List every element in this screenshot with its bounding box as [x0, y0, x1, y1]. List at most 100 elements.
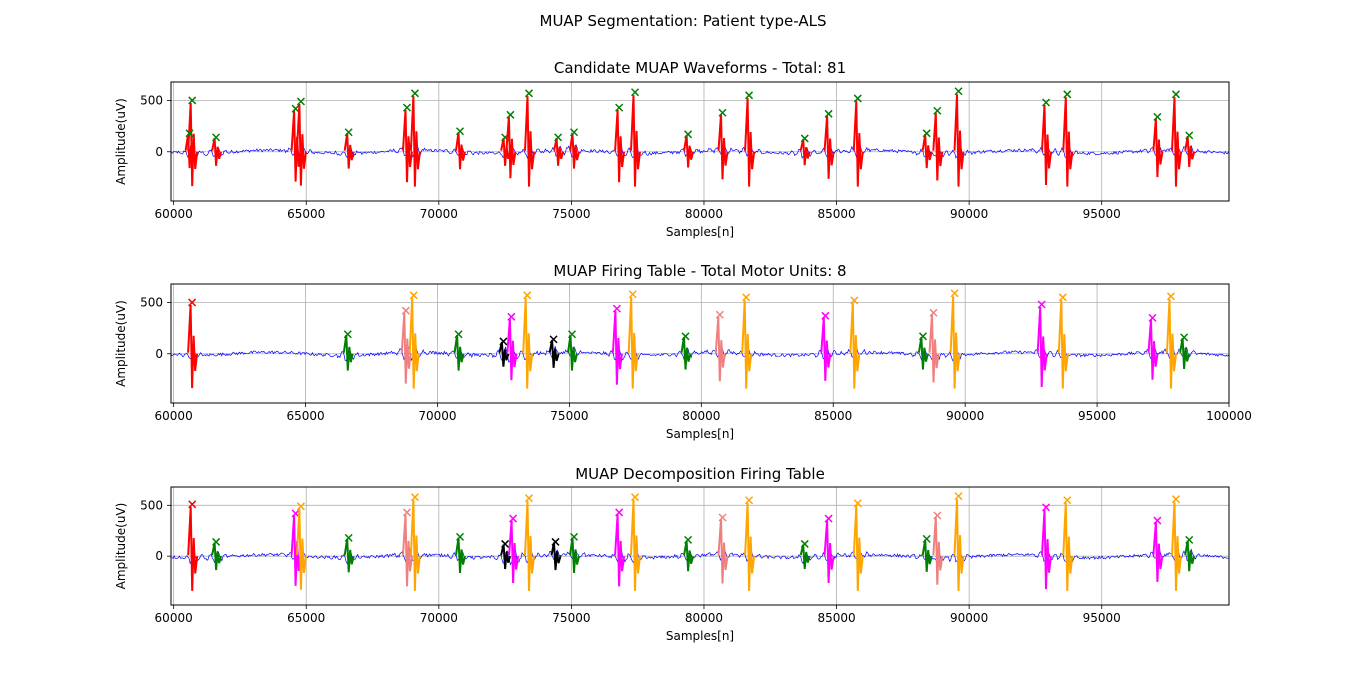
peak-marker [1042, 503, 1051, 512]
muap-segment [614, 109, 626, 183]
x-tick-label: 85000 [817, 611, 855, 625]
x-tick-label: 95000 [1083, 207, 1121, 221]
muap-segment [1062, 97, 1074, 187]
muap-segment [524, 96, 535, 187]
muap-segment [569, 133, 580, 169]
muap-segment [921, 134, 933, 169]
peak-marker [824, 514, 833, 523]
axes-frame [170, 283, 1230, 404]
peak-marker [612, 304, 621, 313]
peak-marker [933, 106, 942, 115]
muap-segment [611, 310, 623, 385]
peak-marker [409, 291, 418, 300]
muap-segment [630, 95, 641, 187]
muap-segment [505, 116, 517, 179]
muap-segment [1166, 299, 1177, 389]
muap-segment [717, 519, 729, 584]
x-tick-label: 70000 [420, 611, 458, 625]
y-tick-label: 0 [155, 145, 163, 159]
muap-segment [744, 98, 756, 187]
muap-segment [343, 133, 355, 169]
peak-marker [344, 128, 353, 137]
peak-marker [296, 502, 305, 511]
muap-segment [455, 537, 466, 573]
axes-frame [170, 486, 1230, 606]
peak-marker [824, 109, 833, 118]
muap-segment [614, 514, 626, 587]
muap-segment [342, 335, 354, 371]
peak-marker [501, 539, 510, 548]
peak-marker [1185, 131, 1194, 140]
muap-segment [400, 312, 412, 384]
peak-marker [291, 104, 300, 113]
muap-segment [744, 502, 756, 591]
peak-marker [718, 108, 727, 117]
peak-marker [402, 103, 412, 112]
x-axis-label: Samples[n] [666, 427, 734, 441]
peak-marker [212, 537, 221, 546]
x-tick-label: 95000 [1078, 409, 1116, 423]
peak-marker [455, 127, 465, 136]
muap-segment [569, 537, 580, 573]
muap-segment [343, 538, 355, 573]
peak-marker [509, 514, 518, 523]
muap-segment [1041, 509, 1052, 590]
muap-segment [295, 103, 307, 186]
muap-segment [1062, 502, 1074, 591]
peak-marker [455, 532, 465, 541]
peak-marker [296, 97, 305, 106]
peak-marker [681, 332, 690, 341]
x-tick-label: 60000 [155, 207, 193, 221]
peak-marker [402, 508, 412, 517]
muap-segment [409, 500, 421, 591]
muap-segment [1179, 338, 1191, 369]
x-tick-label: 65000 [286, 409, 324, 423]
muap-segment [921, 539, 933, 572]
x-tick-label: 70000 [420, 207, 458, 221]
muap-segment [402, 514, 413, 587]
peak-marker [715, 310, 724, 319]
peak-marker [524, 494, 534, 503]
peak-marker [410, 493, 419, 502]
peak-marker [922, 129, 931, 138]
peak-marker [684, 535, 693, 544]
muap-segment [714, 316, 726, 382]
peak-marker [615, 103, 624, 112]
muap-segment [630, 500, 641, 591]
muap-segment [290, 515, 302, 586]
muap-segment [820, 317, 832, 381]
peak-marker [185, 129, 194, 138]
subplot-title: MUAP Firing Table - Total Motor Units: 8 [553, 262, 846, 280]
x-tick-label: 70000 [418, 409, 456, 423]
y-tick-label: 500 [140, 93, 163, 107]
emg-signal-trace [171, 546, 1229, 566]
muap-segment [1184, 136, 1196, 167]
figure-suptitle: MUAP Segmentation: Patient type-ALS [540, 12, 827, 30]
x-tick-label: 60000 [155, 409, 193, 423]
subplot-title: Candidate MUAP Waveforms - Total: 81 [554, 59, 846, 77]
y-axis-label: Amplitude(uV) [114, 300, 128, 387]
muap-segment [717, 114, 729, 180]
muap-segment [932, 517, 944, 585]
muap-segment [295, 508, 307, 590]
muap-segment [290, 110, 302, 182]
peak-marker [568, 330, 577, 339]
peak-marker [800, 539, 809, 548]
peak-marker [853, 94, 862, 103]
subplots-container: Candidate MUAP Waveforms - Total: 81 6000… [114, 59, 1252, 643]
peak-marker [1063, 90, 1072, 99]
subplot-2: MUAP Firing Table - Total Motor Units: 8… [114, 262, 1252, 441]
peak-marker [343, 330, 352, 339]
muap-segment [849, 303, 861, 389]
muap-segment [522, 298, 534, 389]
muap-segment [823, 115, 835, 179]
muap-segment [949, 296, 961, 389]
peak-marker [1153, 112, 1162, 121]
muap-segment [741, 300, 753, 389]
peak-marker [954, 87, 963, 96]
muap-segment [917, 337, 929, 370]
peak-marker [1042, 98, 1051, 107]
x-tick-label: 100000 [1206, 409, 1252, 423]
peak-marker [631, 88, 640, 97]
peak-marker [188, 96, 197, 105]
